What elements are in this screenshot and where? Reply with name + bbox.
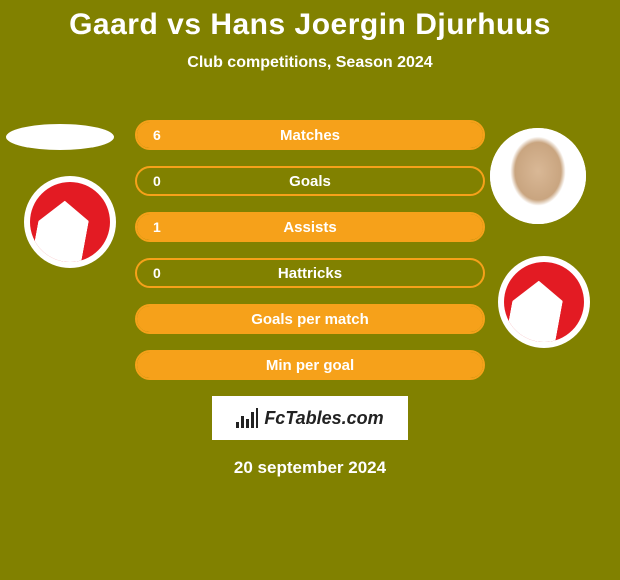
bar-chart-icon [236, 408, 258, 428]
stats-container: 6 Matches 0 Goals 1 Assists 0 Hattricks … [0, 120, 620, 478]
stat-label: Min per goal [137, 357, 483, 374]
stat-label: Hattricks [137, 265, 483, 282]
stat-row-goals-per-match: Goals per match [135, 304, 485, 334]
stat-row-min-per-goal: Min per goal [135, 350, 485, 380]
stat-row-matches: 6 Matches [135, 120, 485, 150]
stat-row-goals: 0 Goals [135, 166, 485, 196]
stat-row-hattricks: 0 Hattricks [135, 258, 485, 288]
footer-date: 20 september 2024 [0, 458, 620, 478]
stat-label: Goals per match [137, 311, 483, 328]
page-subtitle: Club competitions, Season 2024 [0, 54, 620, 72]
stat-label: Matches [137, 127, 483, 144]
stat-row-assists: 1 Assists [135, 212, 485, 242]
branding-text: FcTables.com [264, 408, 383, 429]
stat-label: Goals [137, 173, 483, 190]
stat-label: Assists [137, 219, 483, 236]
branding-badge: FcTables.com [212, 396, 408, 440]
page-title: Gaard vs Hans Joergin Djurhuus [0, 0, 620, 42]
